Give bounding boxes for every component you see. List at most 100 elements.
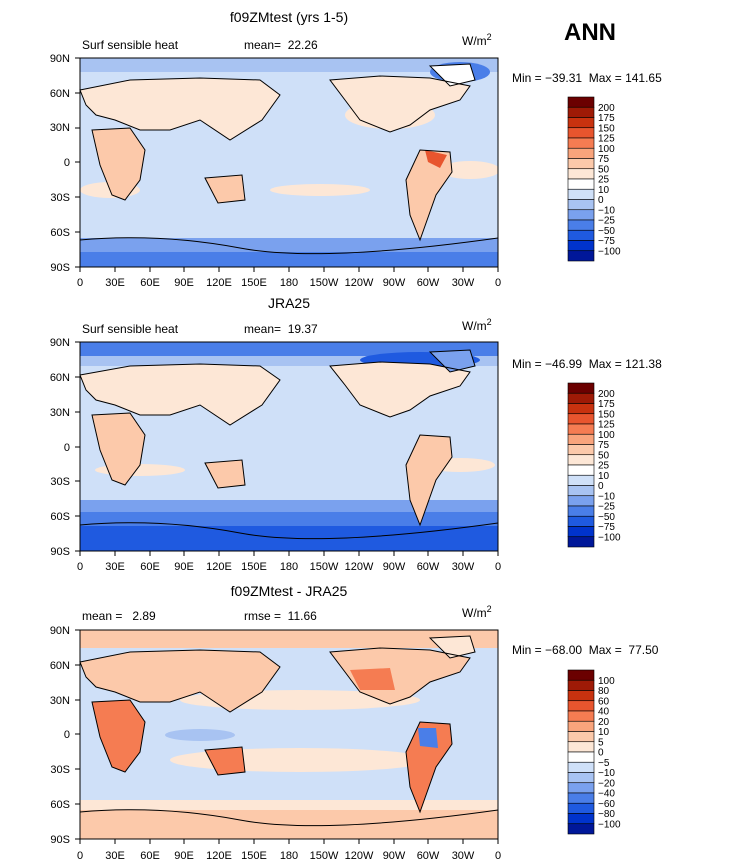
panel-2: JRA25 Surf sensible heat mean= 19.37 W/m… (50, 295, 662, 573)
lon-tick-label: 0 (495, 850, 501, 862)
panel-3-tick-marks (75, 629, 499, 844)
colorbar-box (567, 117, 595, 129)
panel-1-lon-ticks: 0 30E 60E 90E 120E 150E 180 150W 120W 90… (77, 277, 501, 289)
lon-tick-label: 90E (174, 277, 194, 289)
lat-tick-label: 0 (64, 157, 70, 169)
colorbar-label: −25 (598, 502, 615, 513)
panel-1: f09ZMtest (yrs 1-5) Surf sensible heat m… (50, 9, 662, 289)
colorbar-box (567, 178, 595, 190)
lat-tick-label: 90N (50, 337, 70, 349)
colorbar-label: 100 (598, 144, 615, 155)
lon-tick-label: 120E (206, 850, 232, 862)
lat-tick-label: 60N (50, 88, 70, 100)
colorbar-box (567, 813, 595, 825)
colorbar-box (567, 751, 595, 763)
colorbar-box (567, 188, 595, 200)
colorbar-box (567, 413, 595, 425)
colorbar-box (567, 96, 595, 108)
lon-tick-label: 30W (452, 561, 475, 573)
lat-tick-label: 60S (50, 511, 70, 523)
lat-tick-label: 90N (50, 625, 70, 637)
lon-tick-label: 150E (241, 850, 267, 862)
panel-1-units: W/m2 (462, 32, 492, 48)
colorbar-label: 50 (598, 450, 610, 461)
panel-3-min-max: Min = −68.00 Max = 77.50 (512, 643, 659, 657)
lat-tick-label: 60S (50, 799, 70, 811)
lon-tick-label: 180 (280, 277, 298, 289)
colorbar-label: 75 (598, 440, 610, 451)
lon-tick-label: 120W (345, 850, 374, 862)
lon-tick-label: 120E (206, 277, 232, 289)
lat-tick-label: 30S (50, 764, 70, 776)
colorbar-label: 40 (598, 707, 610, 718)
colorbar-box (567, 433, 595, 445)
panel-1-tick-marks (75, 57, 499, 272)
lon-tick-label: 60E (140, 850, 160, 862)
panel-1-left-label: Surf sensible heat (82, 38, 179, 52)
lon-tick-label: 90W (383, 561, 406, 573)
colorbar-box (567, 382, 595, 394)
colorbar-label: 50 (598, 164, 610, 175)
lon-tick-label: 60W (417, 850, 440, 862)
colorbar-label: 100 (598, 676, 615, 687)
lat-tick-label: 30N (50, 122, 70, 134)
lat-tick-label: 30N (50, 695, 70, 707)
colorbar-label: −75 (598, 236, 615, 247)
colorbar-label: 25 (598, 461, 610, 472)
panel-1-mean-label: mean= 22.26 (244, 38, 318, 52)
colorbar-box (567, 782, 595, 794)
lat-tick-label: 30S (50, 192, 70, 204)
colorbar-box (567, 168, 595, 180)
lon-tick-label: 180 (280, 850, 298, 862)
lon-tick-label: 30E (105, 850, 125, 862)
lat-tick-label: 30S (50, 476, 70, 488)
lon-tick-label: 60E (140, 277, 160, 289)
panel-3-lat-ticks: 90N 60N 30N 0 30S 60S 90S (50, 625, 70, 846)
lon-tick-label: 120E (206, 561, 232, 573)
colorbar-box (567, 423, 595, 435)
colorbar-box (567, 823, 595, 835)
colorbar-label: 10 (598, 727, 610, 738)
panel-3-map (80, 630, 498, 839)
panel-1-title: f09ZMtest (yrs 1-5) (230, 9, 348, 25)
colorbar-label: 175 (598, 113, 615, 124)
colorbar-box (567, 515, 595, 527)
colorbar-label: −10 (598, 768, 615, 779)
colorbar-box (567, 240, 595, 252)
colorbar-box (567, 403, 595, 415)
colorbar-label: 150 (598, 123, 615, 134)
colorbar-label: −100 (598, 819, 621, 830)
panel-2-mean-label: mean= 19.37 (244, 322, 318, 336)
panel-2-title: JRA25 (268, 295, 310, 311)
lat-tick-label: 0 (64, 729, 70, 741)
lon-tick-label: 0 (495, 277, 501, 289)
colorbar-box (567, 526, 595, 538)
colorbar-label: 100 (598, 430, 615, 441)
colorbar-label: −40 (598, 789, 615, 800)
colorbar-label: −50 (598, 226, 615, 237)
colorbar-box (567, 137, 595, 149)
panel-3-units: W/m2 (462, 604, 492, 620)
lon-tick-label: 0 (77, 561, 83, 573)
colorbar-box (567, 464, 595, 476)
colorbar-label: −25 (598, 216, 615, 227)
panel-1-map (80, 58, 498, 267)
colorbar-label: −20 (598, 778, 615, 789)
colorbar-box (567, 392, 595, 404)
lat-tick-label: 30N (50, 407, 70, 419)
colorbar-box (567, 454, 595, 466)
lon-tick-label: 90W (383, 850, 406, 862)
lat-tick-label: 0 (64, 442, 70, 454)
colorbar-box (567, 485, 595, 497)
colorbar-box (567, 229, 595, 241)
colorbar-box (567, 669, 595, 681)
colorbar-box (567, 474, 595, 486)
lon-tick-label: 30W (452, 850, 475, 862)
panel-2-lon-ticks: 0 30E 60E 90E 120E 150E 180 150W 120W 90… (77, 561, 501, 573)
colorbar-label: 175 (598, 399, 615, 410)
colorbar-box (567, 209, 595, 221)
lon-tick-label: 150W (310, 850, 339, 862)
lon-tick-label: 60W (417, 561, 440, 573)
colorbar-box (567, 444, 595, 456)
